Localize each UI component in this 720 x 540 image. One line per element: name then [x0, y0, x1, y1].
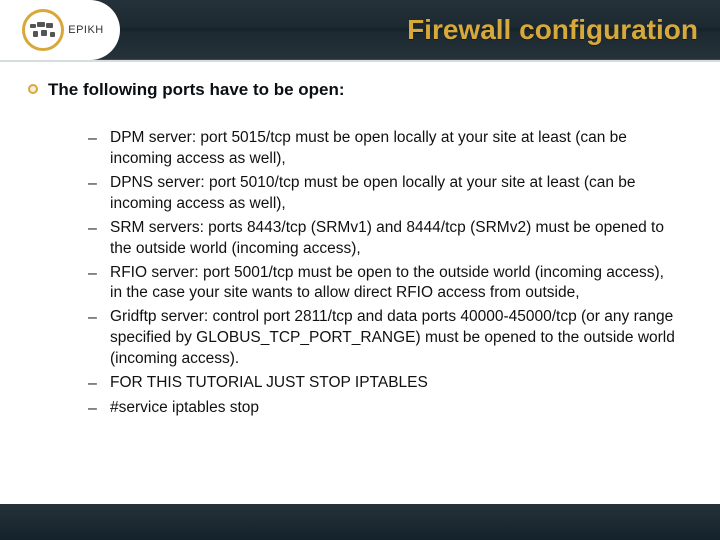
dash-icon: – [88, 373, 100, 395]
list-item-text: #service iptables stop [110, 398, 259, 420]
list-item-text: SRM servers: ports 8443/tcp (SRMv1) and … [110, 218, 678, 260]
page-title: Firewall configuration [120, 14, 720, 46]
main-bullet-text: The following ports have to be open: [48, 80, 345, 100]
dash-icon: – [88, 128, 100, 170]
logo-inner: EPIKH [22, 9, 104, 51]
list-item: – SRM servers: ports 8443/tcp (SRMv1) an… [88, 218, 678, 260]
dash-icon: – [88, 398, 100, 420]
list-item-text: RFIO server: port 5001/tcp must be open … [110, 263, 678, 305]
dash-icon: – [88, 263, 100, 305]
header-bar: EPIKH Firewall configuration [0, 0, 720, 60]
footer-bar [0, 504, 720, 540]
list-item: – Gridftp server: control port 2811/tcp … [88, 307, 678, 370]
bullet-icon [28, 84, 38, 94]
header-underline [0, 60, 720, 62]
slide-body: The following ports have to be open: – D… [0, 62, 720, 419]
list-item-text: DPM server: port 5015/tcp must be open l… [110, 128, 678, 170]
sub-list: – DPM server: port 5015/tcp must be open… [88, 128, 678, 419]
list-item-text: DPNS server: port 5010/tcp must be open … [110, 173, 678, 215]
dash-icon: – [88, 173, 100, 215]
world-map-icon [28, 20, 58, 40]
slide: EPIKH Firewall configuration The followi… [0, 0, 720, 540]
list-item: – #service iptables stop [88, 398, 678, 420]
main-bullet: The following ports have to be open: [28, 80, 688, 100]
dash-icon: – [88, 218, 100, 260]
list-item-text: Gridftp server: control port 2811/tcp an… [110, 307, 678, 370]
logo-text: EPIKH [68, 24, 104, 36]
list-item-text: FOR THIS TUTORIAL JUST STOP IPTABLES [110, 373, 428, 395]
list-item: – RFIO server: port 5001/tcp must be ope… [88, 263, 678, 305]
logo: EPIKH [0, 0, 120, 60]
logo-circle-icon [22, 9, 64, 51]
list-item: – DPNS server: port 5010/tcp must be ope… [88, 173, 678, 215]
list-item: – DPM server: port 5015/tcp must be open… [88, 128, 678, 170]
list-item: – FOR THIS TUTORIAL JUST STOP IPTABLES [88, 373, 678, 395]
dash-icon: – [88, 307, 100, 370]
